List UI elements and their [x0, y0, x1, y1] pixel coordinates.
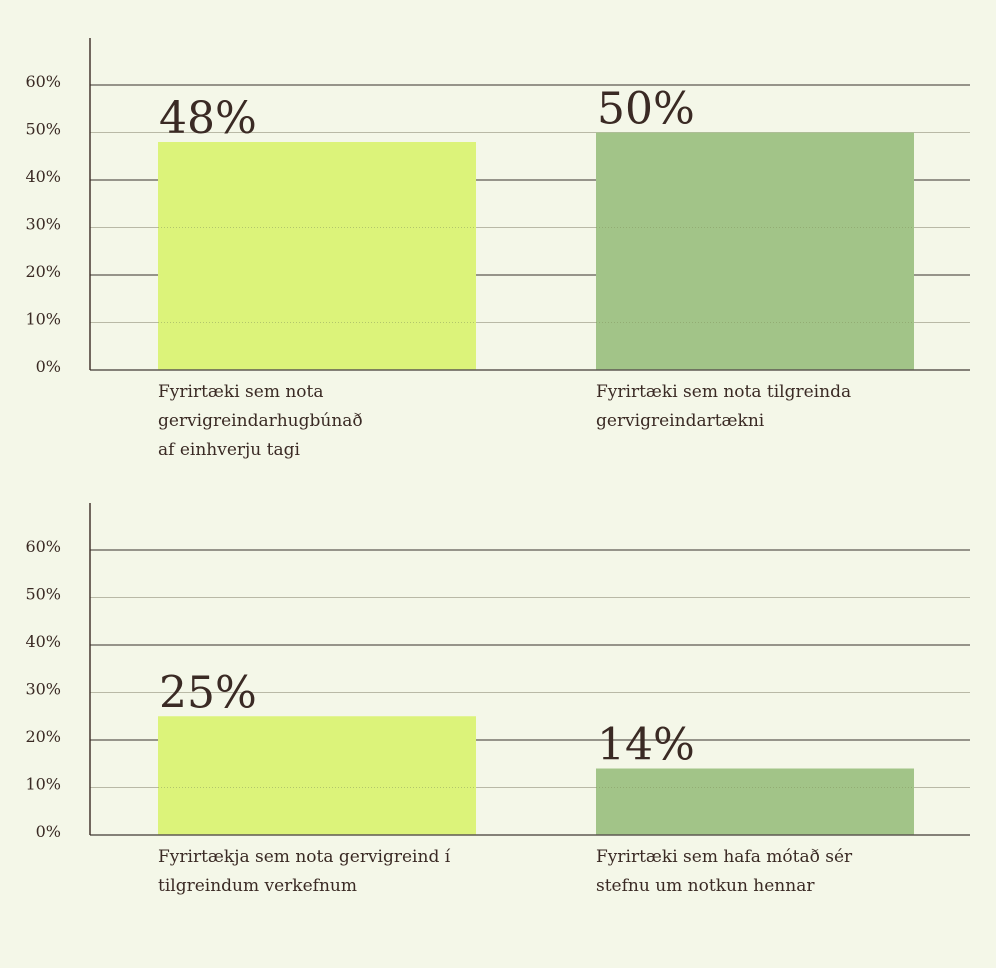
y-tick-label: 0% — [36, 357, 61, 376]
category-label: Fyrirtæki sem nota gervigreindarhugbúnað a… — [158, 378, 363, 465]
category-label-line: tilgreindum verkefnum — [158, 876, 357, 896]
y-tick-label: 30% — [25, 680, 61, 699]
bar — [596, 768, 914, 835]
y-tick-label: 50% — [25, 120, 61, 139]
category-label-line: gervigreindarhugbúnað — [158, 411, 363, 431]
y-tick-label: 50% — [25, 585, 61, 604]
category-label: Fyrirtæki sem nota tilgreinda gervigreind… — [596, 378, 851, 436]
y-tick-label: 40% — [25, 167, 61, 186]
bar — [158, 716, 476, 835]
y-tick-label: 20% — [25, 262, 61, 281]
y-tick-label: 0% — [36, 822, 61, 841]
bar-value-label: 50% — [597, 84, 695, 135]
category-label-line: gervigreindartækni — [596, 411, 765, 431]
y-tick-label: 10% — [25, 310, 61, 329]
category-label-line: Fyrirtæki sem hafa mótað sér — [596, 847, 853, 867]
category-label: Fyrirtækja sem nota gervigreind í tilgrei… — [158, 843, 450, 901]
category-label: Fyrirtæki sem hafa mótað sér stefnu um no… — [596, 843, 852, 901]
y-tick-label: 30% — [25, 215, 61, 234]
y-tick-label: 10% — [25, 775, 61, 794]
y-tick-label: 20% — [25, 727, 61, 746]
y-tick-label: 40% — [25, 632, 61, 651]
y-tick-label: 60% — [25, 537, 61, 556]
bar-value-label: 48% — [159, 93, 257, 144]
category-label-line: stefnu um notkun hennar — [596, 876, 815, 896]
bar-value-label: 25% — [159, 667, 257, 718]
category-label-line: af einhverju tagi — [158, 440, 300, 460]
bar-value-label: 14% — [597, 720, 695, 771]
category-label-line: Fyrirtæki sem nota tilgreinda — [596, 382, 852, 402]
bar — [158, 142, 476, 370]
y-tick-label: 60% — [25, 72, 61, 91]
category-label-line: Fyrirtækja sem nota gervigreind í — [158, 847, 451, 867]
category-label-line: Fyrirtæki sem nota — [158, 382, 324, 402]
bar — [596, 132, 914, 370]
